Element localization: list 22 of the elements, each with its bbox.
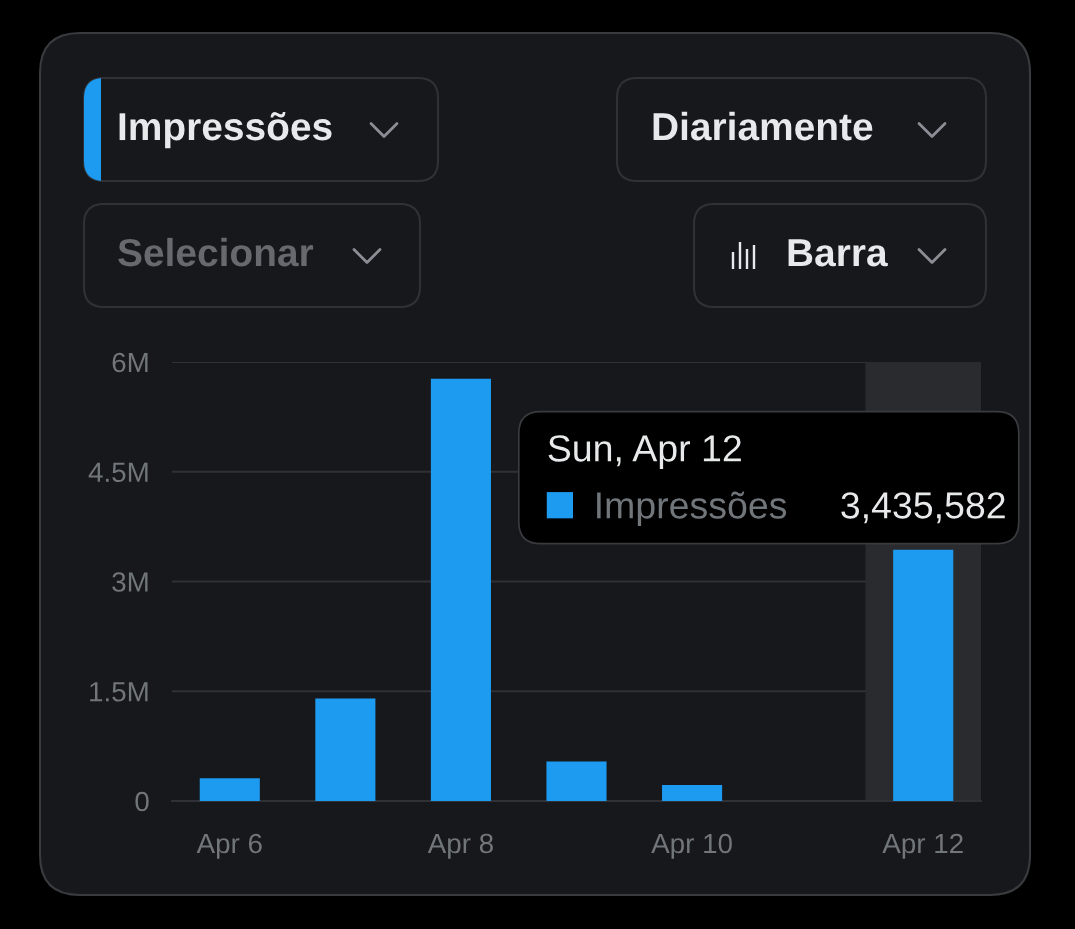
x-tick-label: Apr 10: [651, 833, 732, 859]
annotation: Sun, Apr 12: [548, 435, 741, 470]
y-tick-label: 4.5M: [88, 462, 148, 483]
y-tick-label: 0: [135, 791, 149, 812]
bar: [662, 784, 723, 801]
bar: [430, 378, 491, 801]
x-tick-label: Apr 6: [196, 833, 262, 859]
y-tick-label: 1.5M: [90, 682, 148, 702]
bar: [199, 778, 260, 801]
bar: [893, 549, 954, 801]
text: Barra: [788, 239, 888, 267]
text: Impressões: [119, 112, 332, 149]
bar: [546, 761, 607, 801]
y-tick-label: 3M: [112, 572, 148, 592]
y-tick-label: 6M: [112, 352, 148, 373]
legend-label: Impressões: [597, 491, 787, 527]
bar: [315, 698, 376, 801]
x-tick-label: Apr 8: [427, 833, 493, 859]
text: Diariamente: [653, 111, 873, 141]
text: Selecionar: [118, 237, 314, 267]
data-label: 3,435,582: [841, 492, 1005, 524]
x-tick-label: Apr 12: [882, 833, 963, 859]
